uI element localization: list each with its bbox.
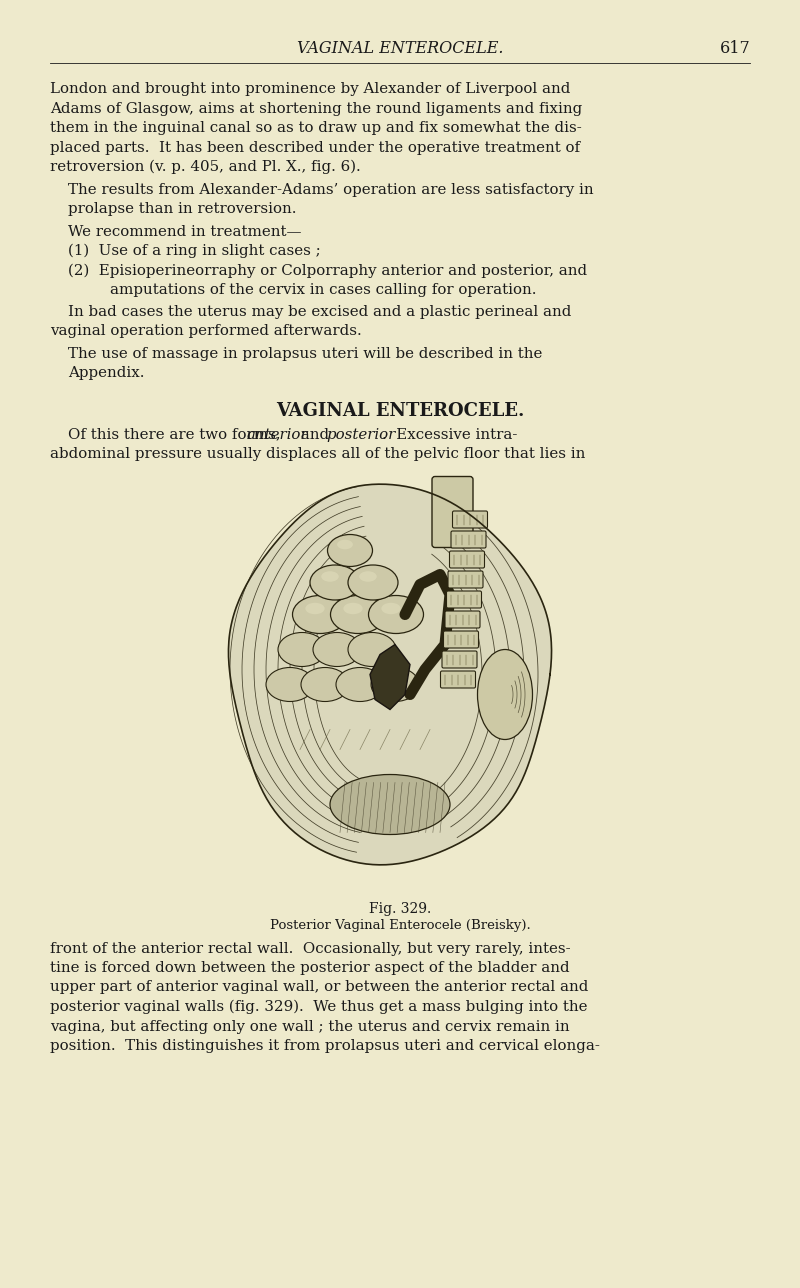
Ellipse shape	[306, 603, 325, 614]
Ellipse shape	[359, 572, 377, 582]
Text: anterior: anterior	[246, 428, 308, 442]
Text: The results from Alexander-Adams’ operation are less satisfactory in: The results from Alexander-Adams’ operat…	[68, 183, 594, 197]
FancyBboxPatch shape	[443, 631, 478, 648]
FancyBboxPatch shape	[453, 511, 487, 528]
Text: VAGINAL ENTEROCELE.: VAGINAL ENTEROCELE.	[276, 402, 524, 420]
Text: Appendix.: Appendix.	[68, 366, 145, 380]
Text: Of this there are two forms,: Of this there are two forms,	[68, 428, 286, 442]
Text: tine is forced down between the posterior aspect of the bladder and: tine is forced down between the posterio…	[50, 961, 570, 975]
FancyBboxPatch shape	[450, 551, 485, 568]
Text: posterior vaginal walls (fig. 329).  We thus get a mass bulging into the: posterior vaginal walls (fig. 329). We t…	[50, 999, 587, 1015]
Ellipse shape	[266, 667, 314, 702]
FancyBboxPatch shape	[220, 474, 570, 894]
Text: Fig. 329.: Fig. 329.	[369, 903, 431, 917]
Text: vagina, but affecting only one wall ; the uterus and cervix remain in: vagina, but affecting only one wall ; th…	[50, 1020, 570, 1033]
Text: position.  This distinguishes it from prolapsus uteri and cervical elonga-: position. This distinguishes it from pro…	[50, 1039, 600, 1054]
Ellipse shape	[322, 572, 338, 582]
Text: retroversion (v. p. 405, and Pl. X., fig. 6).: retroversion (v. p. 405, and Pl. X., fig…	[50, 160, 361, 174]
Text: We recommend in treatment—: We recommend in treatment—	[68, 224, 302, 238]
Text: VAGINAL ENTEROCELE.: VAGINAL ENTEROCELE.	[297, 40, 503, 57]
Ellipse shape	[330, 774, 450, 835]
Text: Posterior Vaginal Enterocele (Breisky).: Posterior Vaginal Enterocele (Breisky).	[270, 920, 530, 933]
FancyBboxPatch shape	[446, 591, 482, 608]
Ellipse shape	[327, 535, 373, 567]
Text: placed parts.  It has been described under the operative treatment of: placed parts. It has been described unde…	[50, 140, 580, 155]
Ellipse shape	[301, 667, 349, 702]
Text: and: and	[295, 428, 334, 442]
Text: (2)  Episioperineorraphy or Colporraphy anterior and posterior, and: (2) Episioperineorraphy or Colporraphy a…	[68, 264, 587, 278]
Ellipse shape	[336, 667, 384, 702]
Text: amputations of the cervix in cases calling for operation.: amputations of the cervix in cases calli…	[110, 283, 537, 298]
Text: In bad cases the uterus may be excised and a plastic perineal and: In bad cases the uterus may be excised a…	[68, 304, 571, 318]
Ellipse shape	[310, 565, 360, 600]
FancyBboxPatch shape	[441, 671, 475, 688]
Text: posterior: posterior	[326, 428, 395, 442]
Text: 617: 617	[720, 40, 750, 57]
Text: The use of massage in prolapsus uteri will be described in the: The use of massage in prolapsus uteri wi…	[68, 346, 542, 361]
Ellipse shape	[369, 595, 423, 634]
Ellipse shape	[371, 667, 419, 702]
Ellipse shape	[278, 632, 326, 666]
Text: .  Excessive intra-: . Excessive intra-	[382, 428, 517, 442]
Text: them in the inguinal canal so as to draw up and fix somewhat the dis-: them in the inguinal canal so as to draw…	[50, 121, 582, 135]
Text: London and brought into prominence by Alexander of Liverpool and: London and brought into prominence by Al…	[50, 82, 570, 97]
Text: vaginal operation performed afterwards.: vaginal operation performed afterwards.	[50, 325, 362, 337]
Text: (1)  Use of a ring in slight cases ;: (1) Use of a ring in slight cases ;	[68, 243, 321, 259]
FancyBboxPatch shape	[451, 531, 486, 547]
Ellipse shape	[382, 603, 401, 614]
FancyBboxPatch shape	[448, 571, 483, 589]
Text: Adams of Glasgow, aims at shortening the round ligaments and fixing: Adams of Glasgow, aims at shortening the…	[50, 102, 582, 116]
Ellipse shape	[337, 540, 353, 549]
Text: prolapse than in retroversion.: prolapse than in retroversion.	[68, 202, 297, 216]
Ellipse shape	[348, 565, 398, 600]
Ellipse shape	[293, 595, 347, 634]
Ellipse shape	[313, 632, 361, 666]
FancyBboxPatch shape	[445, 611, 480, 629]
Ellipse shape	[478, 649, 533, 739]
FancyBboxPatch shape	[442, 650, 477, 668]
Ellipse shape	[348, 632, 396, 666]
Polygon shape	[229, 484, 551, 864]
Text: front of the anterior rectal wall.  Occasionally, but very rarely, intes-: front of the anterior rectal wall. Occas…	[50, 942, 570, 956]
Ellipse shape	[343, 603, 362, 614]
FancyBboxPatch shape	[432, 477, 473, 547]
Ellipse shape	[330, 595, 386, 634]
Text: upper part of anterior vaginal wall, or between the anterior rectal and: upper part of anterior vaginal wall, or …	[50, 980, 588, 994]
Polygon shape	[370, 644, 410, 710]
Text: abdominal pressure usually displaces all of the pelvic floor that lies in: abdominal pressure usually displaces all…	[50, 447, 586, 461]
